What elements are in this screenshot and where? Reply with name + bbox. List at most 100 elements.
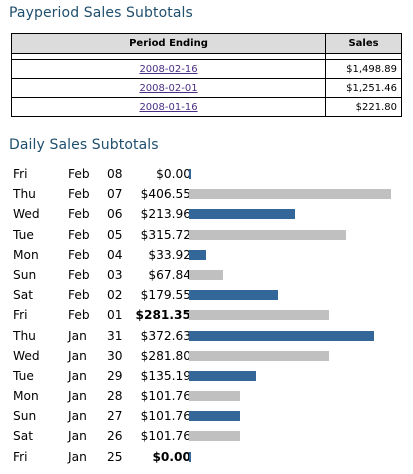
daily-amount: $101.76 bbox=[140, 409, 191, 424]
day-of-week: Sat bbox=[13, 288, 33, 303]
day-of-month: 07 bbox=[107, 187, 123, 202]
day-of-week: Thu bbox=[13, 328, 36, 343]
sales-bar bbox=[189, 169, 191, 179]
daily-amount: $101.76 bbox=[140, 389, 191, 404]
daily-row: Wed Jan 30 $281.80 bbox=[13, 345, 405, 365]
sales-bar bbox=[189, 391, 240, 402]
daily-amount: $213.96 bbox=[140, 207, 191, 222]
day-of-week: Wed bbox=[13, 207, 40, 222]
daily-row: Thu Feb 07 $406.55 bbox=[13, 183, 405, 203]
daily-row: Wed Feb 06 $213.96 bbox=[13, 203, 405, 223]
daily-amount: $0.00 bbox=[156, 167, 191, 181]
month: Jan bbox=[68, 409, 87, 424]
daily-row: Fri Feb 01 $281.35 bbox=[13, 304, 405, 324]
daily-amount: $67.84 bbox=[148, 267, 191, 282]
sales-bar bbox=[189, 229, 346, 240]
daily-amount: $281.80 bbox=[140, 348, 191, 363]
day-of-month: 06 bbox=[107, 207, 123, 222]
day-of-week: Wed bbox=[13, 348, 40, 363]
daily-row: Sun Feb 03 $67.84 bbox=[13, 264, 405, 284]
daily-row: Sun Jan 27 $101.76 bbox=[13, 405, 405, 425]
sales-bar bbox=[189, 370, 256, 381]
period-ending-link[interactable]: 2008-02-16 bbox=[139, 63, 198, 75]
day-of-month: 30 bbox=[107, 348, 123, 363]
sales-bar bbox=[189, 290, 278, 301]
day-of-week: Sat bbox=[13, 429, 33, 444]
day-of-week: Fri bbox=[13, 167, 28, 181]
day-of-week: Fri bbox=[13, 308, 28, 323]
daily-amount: $281.35 bbox=[135, 308, 191, 323]
payperiod-title: Payperiod Sales Subtotals bbox=[9, 5, 193, 21]
month: Feb bbox=[68, 267, 90, 282]
sales-bar bbox=[189, 249, 206, 260]
day-of-week: Tue bbox=[13, 227, 34, 242]
month: Feb bbox=[68, 207, 90, 222]
day-of-month: 26 bbox=[107, 429, 123, 444]
month: Jan bbox=[68, 389, 87, 404]
daily-row: Fri Feb 08 $0.00 bbox=[13, 163, 405, 183]
month: Feb bbox=[68, 247, 90, 262]
daily-row: Fri Jan 25 $0.00 bbox=[13, 446, 405, 466]
daily-amount: $315.72 bbox=[140, 227, 191, 242]
day-of-month: 29 bbox=[107, 368, 123, 383]
sales-bar bbox=[189, 451, 191, 462]
sales-cell: $221.80 bbox=[325, 97, 402, 117]
daily-row: Sat Jan 26 $101.76 bbox=[13, 425, 405, 445]
period-ending-cell: 2008-02-16 bbox=[11, 59, 326, 79]
daily-row: Thu Jan 31 $372.63 bbox=[13, 325, 405, 345]
day-of-month: 03 bbox=[107, 267, 123, 282]
daily-amount: $179.55 bbox=[140, 288, 191, 303]
daily-amount: $0.00 bbox=[152, 449, 191, 464]
payperiod-body: 2008-02-16 $1,498.89 2008-02-01 $1,251.46 20… bbox=[11, 53, 402, 117]
sales-cell: $1,498.89 bbox=[325, 59, 402, 79]
period-ending-cell: 2008-02-01 bbox=[11, 78, 326, 98]
sales-bar bbox=[189, 209, 295, 220]
month: Feb bbox=[68, 288, 90, 303]
daily-row: Tue Feb 05 $315.72 bbox=[13, 224, 405, 244]
sales-bar bbox=[189, 330, 374, 341]
day-of-week: Fri bbox=[13, 449, 28, 464]
period-ending-cell: 2008-01-16 bbox=[11, 97, 326, 117]
payperiod-header-row: Period Ending Sales bbox=[11, 33, 402, 54]
day-of-week: Mon bbox=[13, 389, 39, 404]
month: Feb bbox=[68, 227, 90, 242]
daily-amount: $135.19 bbox=[140, 368, 191, 383]
payperiod-table: Period Ending Sales 2008-02-16 $1,498.89 2… bbox=[11, 33, 402, 117]
day-of-month: 08 bbox=[107, 167, 123, 181]
day-of-week: Mon bbox=[13, 247, 39, 262]
daily-amount: $372.63 bbox=[140, 328, 191, 343]
daily-row: Mon Feb 04 $33.92 bbox=[13, 244, 405, 264]
day-of-week: Sun bbox=[13, 267, 37, 282]
day-of-month: 01 bbox=[107, 308, 123, 323]
month: Jan bbox=[68, 368, 87, 383]
period-ending-link[interactable]: 2008-02-01 bbox=[139, 82, 198, 94]
day-of-month: 04 bbox=[107, 247, 123, 262]
payperiod-row: 2008-02-01 $1,251.46 bbox=[11, 78, 402, 98]
day-of-week: Sun bbox=[13, 409, 37, 424]
month: Feb bbox=[68, 167, 90, 181]
month: Jan bbox=[68, 348, 87, 363]
month: Feb bbox=[68, 187, 90, 202]
period-ending-link[interactable]: 2008-01-16 bbox=[139, 101, 198, 113]
day-of-month: 31 bbox=[107, 328, 123, 343]
day-of-month: 27 bbox=[107, 409, 123, 424]
day-of-month: 28 bbox=[107, 389, 123, 404]
daily-row: Sat Feb 02 $179.55 bbox=[13, 284, 405, 304]
sales-bar bbox=[189, 431, 240, 442]
month: Jan bbox=[68, 449, 87, 464]
daily-amount: $33.92 bbox=[148, 247, 191, 262]
day-of-month: 02 bbox=[107, 288, 123, 303]
payperiod-row: 2008-01-16 $221.80 bbox=[11, 97, 402, 117]
sales-bar bbox=[189, 269, 223, 280]
daily-amount: $406.55 bbox=[140, 187, 191, 202]
day-of-week: Thu bbox=[13, 187, 36, 202]
day-of-month: 05 bbox=[107, 227, 123, 242]
sales-bar bbox=[189, 350, 329, 361]
sales-cell: $1,251.46 bbox=[325, 78, 402, 98]
day-of-month: 25 bbox=[107, 449, 123, 464]
day-of-week: Tue bbox=[13, 368, 34, 383]
payperiod-row: 2008-02-16 $1,498.89 bbox=[11, 59, 402, 79]
daily-amount: $101.76 bbox=[140, 429, 191, 444]
month: Jan bbox=[68, 429, 87, 444]
sales-header: Sales bbox=[325, 33, 402, 54]
